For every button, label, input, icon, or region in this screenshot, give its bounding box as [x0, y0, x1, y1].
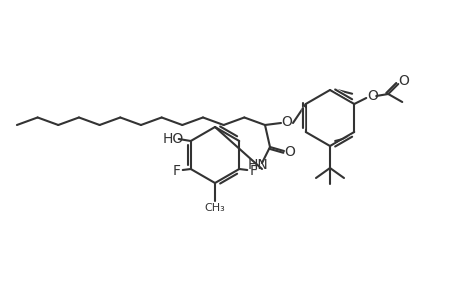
Text: F: F: [173, 164, 180, 178]
Text: HO: HO: [162, 132, 183, 146]
Text: O: O: [397, 74, 408, 88]
Text: O: O: [281, 115, 292, 129]
Text: HN: HN: [247, 158, 268, 172]
Text: O: O: [284, 145, 295, 159]
Text: O: O: [366, 89, 377, 103]
Text: F: F: [249, 164, 257, 178]
Text: CH₃: CH₃: [204, 203, 225, 213]
